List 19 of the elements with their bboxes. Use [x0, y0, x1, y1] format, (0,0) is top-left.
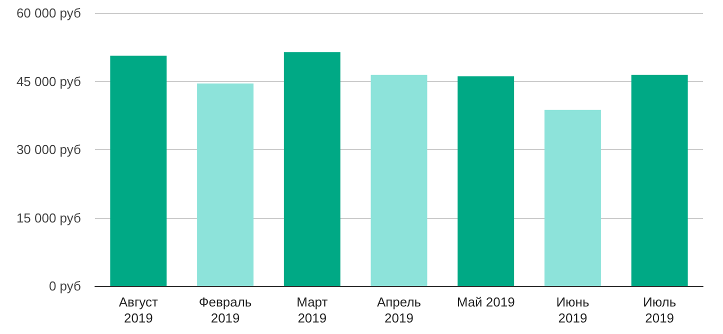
bar: [197, 84, 254, 286]
bar: [458, 76, 514, 286]
x-tick-label: Февраль 2019: [198, 294, 252, 326]
bar: [110, 56, 167, 286]
y-tick-label: 45 000 руб: [16, 74, 81, 89]
x-tick-label: Июнь 2019: [556, 294, 590, 326]
x-tick-label: Май 2019: [456, 294, 515, 310]
bar: [284, 52, 340, 286]
x-tick-label: Апрель 2019: [376, 294, 422, 326]
x-tick-label: Август 2019: [118, 294, 158, 326]
x-tick-label: Март 2019: [296, 294, 328, 326]
bar: [370, 74, 428, 286]
y-tick-label: 0 руб: [48, 278, 81, 294]
x-tick-label: Июль 2019: [642, 294, 676, 326]
y-tick-label: 30 000 руб: [16, 142, 81, 157]
y-tick-label: 60 000 руб: [16, 6, 81, 20]
bar: [631, 74, 688, 286]
y-tick-label: 15 000 руб: [16, 210, 81, 226]
bar: [544, 110, 601, 286]
